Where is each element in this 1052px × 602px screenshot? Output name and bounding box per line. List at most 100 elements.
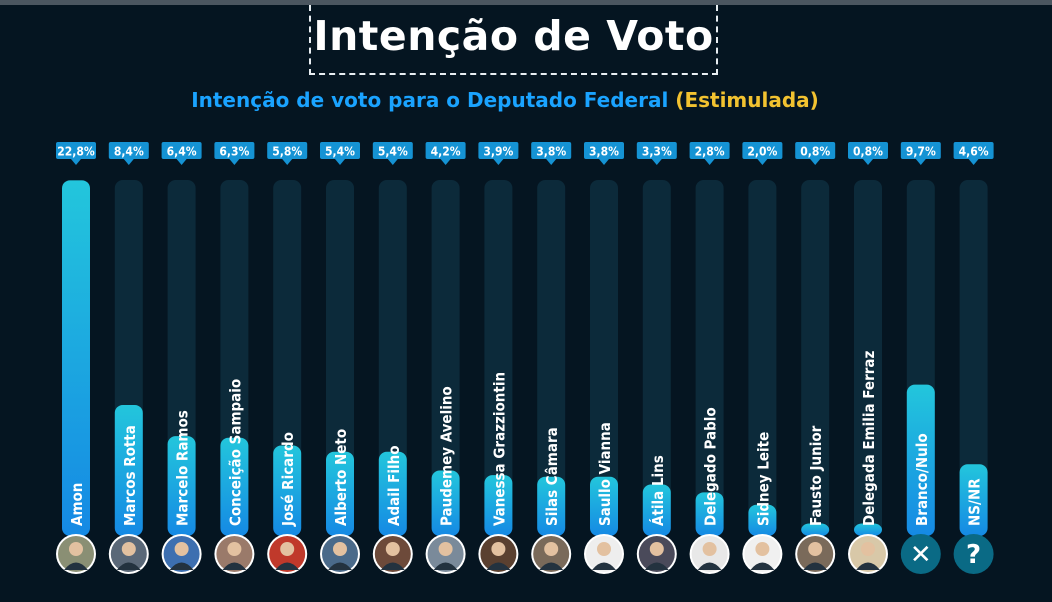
value-label-box	[56, 142, 96, 159]
bar-sidney-leite	[748, 504, 777, 536]
person-avatar-icon	[702, 542, 717, 556]
value-label-pointer	[757, 159, 768, 165]
value-label-box	[161, 142, 202, 159]
bar-jose-ricardo	[273, 445, 302, 536]
person-avatar-icon	[491, 542, 506, 556]
bar-delegado-pablo	[695, 492, 724, 536]
bar-track-fausto-junior	[801, 180, 830, 536]
avatar-shoulders	[433, 562, 458, 570]
category-label: Fausto Junior	[807, 425, 825, 526]
bar-ns-nr	[959, 464, 988, 536]
category-label: Átila Lins	[648, 455, 667, 526]
bar-track-sidney-leite	[748, 180, 777, 536]
value-label-pointer	[229, 159, 240, 165]
avatar-shoulders	[539, 562, 564, 570]
bar-alberto-neto	[326, 451, 354, 536]
value-label-pointer	[282, 159, 293, 165]
person-avatar-icon	[280, 542, 295, 556]
value-label: 9,7%	[906, 145, 936, 159]
person-avatar-icon	[174, 542, 189, 556]
avatar-ns-nr	[953, 534, 994, 574]
bar-atila-lins	[642, 484, 671, 536]
value-label-box	[320, 142, 360, 159]
value-label: 3,8%	[536, 145, 566, 159]
value-label-pointer	[915, 159, 926, 165]
bar-fausto-junior	[801, 523, 830, 536]
bar-paudemey-avelino	[431, 470, 460, 536]
avatar-shoulders	[116, 562, 141, 570]
value-label-box	[214, 142, 255, 159]
avatar-shoulders	[64, 562, 88, 570]
bar-track-adail-filho	[378, 180, 407, 536]
category-label: José Ricardo	[279, 432, 297, 527]
person-avatar-icon	[69, 542, 83, 556]
person-avatar-icon	[438, 542, 453, 556]
value-label-pointer	[651, 159, 662, 165]
value-label-box	[425, 142, 466, 159]
category-label: Saullo Vianna	[596, 422, 614, 526]
value-label-box	[636, 142, 677, 159]
value-label-box	[795, 142, 836, 159]
subtitle-main: Intenção de voto para o Deputado Federal	[191, 88, 669, 112]
category-label: Marcos Rotta	[121, 425, 139, 526]
value-label: 22,8%	[57, 145, 95, 159]
value-label-box	[900, 142, 941, 159]
bar-track-silas-camara	[537, 180, 566, 536]
avatar-shoulders	[275, 562, 300, 570]
avatar-shoulders	[592, 562, 616, 570]
value-label: 0,8%	[853, 145, 883, 159]
value-label-box	[108, 142, 149, 159]
category-label: Sidney Leite	[754, 432, 772, 526]
category-label: Silas Câmara	[543, 427, 561, 526]
category-label: Delegado Pablo	[702, 407, 720, 526]
person-avatar-icon	[121, 542, 136, 556]
value-label-pointer	[493, 159, 504, 165]
value-label: 8,4%	[114, 145, 144, 159]
value-label-pointer	[704, 159, 715, 165]
avatar-shoulders	[169, 562, 194, 570]
bar-track-atila-lins	[642, 180, 671, 536]
value-label-box	[742, 142, 783, 159]
value-label-box	[267, 142, 308, 159]
chart-subtitle: Intenção de voto para o Deputado Federal…	[0, 86, 1010, 114]
category-label: Vanessa Grazziontin	[490, 372, 508, 526]
value-label-box	[689, 142, 730, 159]
value-label: 3,9%	[483, 145, 513, 159]
value-label: 5,4%	[378, 145, 408, 159]
value-label: 4,6%	[959, 145, 989, 159]
value-label-pointer	[440, 159, 451, 165]
bar-vanessa-grazziontin	[484, 475, 513, 536]
value-label: 5,4%	[325, 145, 355, 159]
avatar-shoulders	[856, 562, 880, 570]
bar-track-ns-nr	[959, 180, 988, 536]
value-label-pointer	[176, 159, 187, 165]
bar-track-delegado-pablo	[695, 180, 724, 536]
value-label-box	[953, 142, 994, 159]
person-avatar-icon	[544, 542, 559, 556]
value-label: 6,4%	[167, 145, 197, 159]
category-label: NS/NR	[966, 478, 984, 526]
person-avatar-icon	[597, 542, 611, 556]
bar-track-saullo-vianna	[590, 180, 618, 536]
bar-track-vanessa-grazziontin	[484, 180, 513, 536]
bar-track-alberto-neto	[326, 180, 354, 536]
subtitle-accent: (Estimulada)	[675, 88, 819, 112]
person-avatar-icon	[227, 542, 242, 556]
x-mark-icon: ✕	[910, 540, 932, 570]
value-label: 2,0%	[747, 145, 777, 159]
value-label-pointer	[810, 159, 821, 165]
value-label-pointer	[863, 159, 873, 165]
value-label: 3,8%	[589, 145, 619, 159]
person-avatar-icon	[649, 542, 664, 556]
avatar-shoulders	[222, 562, 247, 570]
category-label: Adail Filho	[385, 446, 403, 527]
value-label-pointer	[123, 159, 134, 165]
category-label: Alberto Neto	[332, 429, 350, 526]
avatar-branco-nulo	[900, 534, 941, 574]
top-border	[0, 0, 1052, 5]
person-avatar-icon	[385, 542, 400, 556]
value-label-pointer	[599, 159, 609, 165]
category-label: Amon	[68, 483, 86, 526]
avatar-shoulders	[803, 562, 828, 570]
bar-track-paudemey-avelino	[431, 180, 460, 536]
